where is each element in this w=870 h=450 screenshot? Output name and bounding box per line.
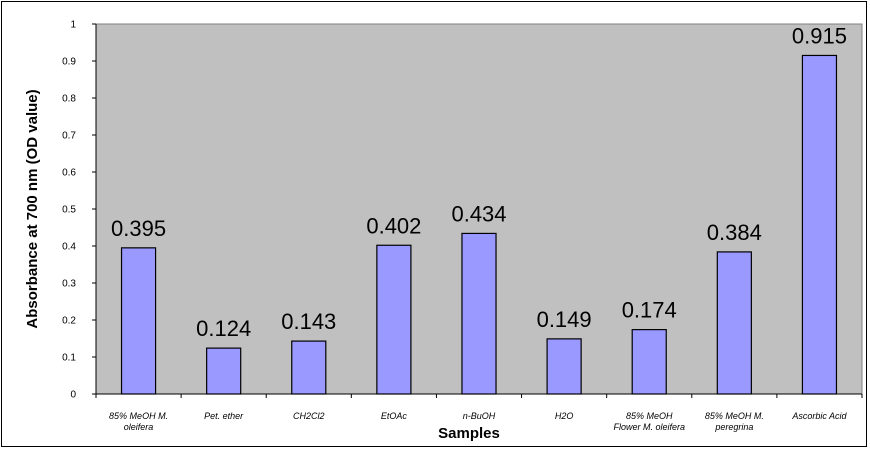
x-tick-label: Ascorbic Acid — [791, 411, 847, 421]
bar — [801, 54, 838, 395]
bar-data-label: 0.384 — [707, 220, 762, 245]
x-tick-label: EtOAc — [381, 411, 408, 421]
bar — [716, 251, 752, 395]
bar — [376, 244, 412, 395]
bar-data-label: 0.174 — [622, 298, 677, 323]
bar — [631, 329, 667, 395]
bar-data-label: 0.434 — [451, 201, 506, 226]
bar — [291, 340, 327, 395]
y-tick-label: 0.1 — [62, 353, 76, 364]
x-tick-label: 85% MeOH M. — [705, 411, 764, 421]
y-axis-label: Absorbance at 700 nm (OD value) — [24, 89, 41, 328]
bars — [120, 54, 838, 395]
x-tick-label: 85% MeOH — [626, 411, 673, 421]
y-tick-label: 0.2 — [62, 316, 76, 327]
bar — [120, 247, 157, 395]
y-tick-label: 0.3 — [62, 279, 76, 290]
bar-data-label: 0.395 — [111, 216, 166, 241]
bar-data-label: 0.124 — [196, 316, 251, 341]
x-axis-label: Samples — [438, 425, 500, 442]
x-tick-label: Pet. ether — [204, 411, 244, 421]
y-tick-label: 0.8 — [62, 94, 76, 105]
y-tick-label: 0 — [70, 390, 76, 401]
y-tick-label: 0.4 — [62, 242, 76, 253]
x-tick-label: 85% MeOH M. — [109, 411, 168, 421]
data-labels: 0.395 0.124 0.143 0.402 0.434 0.149 0.174 0.384… — [111, 23, 847, 341]
x-tick-label: n-BuOH — [463, 411, 496, 421]
x-tick-label: oleifera — [124, 422, 154, 432]
bar — [206, 347, 242, 395]
bar — [461, 232, 497, 395]
bar-data-label: 0.143 — [281, 309, 336, 334]
y-axis: 0 0.1 0.2 0.3 0.4 0.5 0.6 0.7 0.8 0.9 1 — [62, 20, 97, 401]
y-tick-label: 0.5 — [62, 205, 76, 216]
bar — [546, 338, 582, 395]
x-tick-label: Flower M. oleifera — [613, 422, 685, 432]
bar-data-label: 0.915 — [792, 23, 847, 48]
y-tick-label: 0.9 — [62, 57, 76, 68]
x-tick-label: peregrina — [714, 422, 753, 432]
x-tick-label: H2O — [555, 411, 574, 421]
y-tick-label: 0.6 — [62, 168, 76, 179]
bar-data-label: 0.149 — [537, 307, 592, 332]
y-tick-label: 1 — [70, 20, 76, 31]
bar-data-label: 0.402 — [366, 213, 421, 238]
x-tick-label: CH2Cl2 — [293, 411, 325, 421]
y-tick-label: 0.7 — [62, 131, 76, 142]
